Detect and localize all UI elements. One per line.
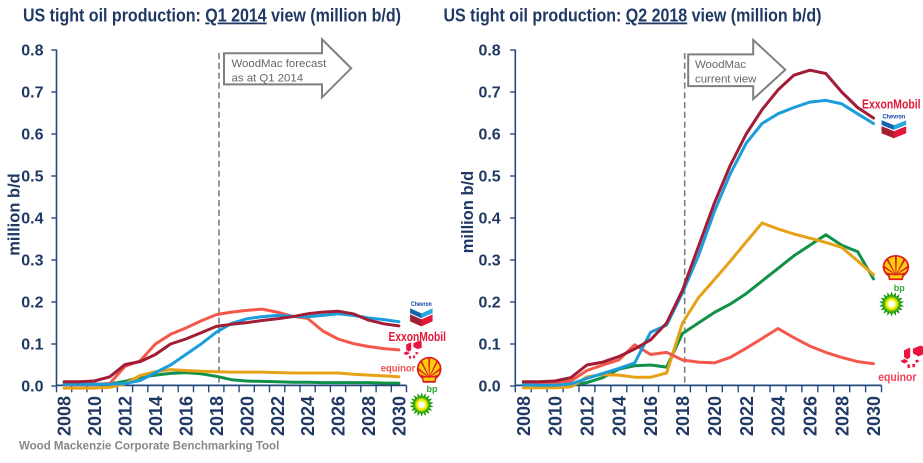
svg-text:ExxonMobil: ExxonMobil (862, 96, 921, 111)
svg-text:Chevron: Chevron (411, 301, 432, 308)
svg-text:2010: 2010 (85, 396, 105, 436)
svg-text:0.4: 0.4 (21, 211, 43, 228)
svg-text:WoodMac: WoodMac (695, 59, 746, 71)
svg-text:US tight oil production: Q2 20: US tight oil production: Q2 2018 view (m… (444, 6, 822, 26)
svg-text:US tight oil production: Q1 20: US tight oil production: Q1 2014 view (m… (23, 6, 401, 26)
svg-text:2030: 2030 (864, 396, 884, 436)
svg-text:0.8: 0.8 (478, 43, 500, 60)
svg-text:2016: 2016 (176, 396, 196, 436)
svg-text:2014: 2014 (609, 396, 629, 436)
svg-text:0.3: 0.3 (478, 253, 500, 270)
svg-text:2028: 2028 (832, 396, 852, 436)
svg-text:current view: current view (695, 74, 757, 86)
svg-text:2026: 2026 (801, 396, 821, 436)
svg-text:0.1: 0.1 (478, 337, 500, 354)
svg-text:0.8: 0.8 (21, 43, 43, 60)
svg-text:million b/d: million b/d (459, 171, 477, 254)
svg-text:equinor: equinor (878, 372, 917, 384)
svg-text:2010: 2010 (546, 396, 566, 436)
svg-text:Wood Mackenzie Corporate Bench: Wood Mackenzie Corporate Benchmarking To… (19, 441, 279, 453)
svg-text:equinor: equinor (381, 362, 416, 374)
svg-text:0.0: 0.0 (478, 379, 500, 396)
svg-text:2012: 2012 (578, 396, 598, 436)
svg-text:2014: 2014 (146, 396, 166, 436)
svg-text:0.0: 0.0 (21, 379, 43, 396)
svg-text:0.2: 0.2 (21, 295, 43, 312)
svg-text:2018: 2018 (207, 396, 227, 436)
svg-text:2018: 2018 (673, 396, 693, 436)
svg-text:2024: 2024 (298, 396, 318, 436)
svg-text:Chevron: Chevron (882, 113, 905, 120)
svg-text:as at Q1 2014: as at Q1 2014 (232, 73, 304, 85)
svg-text:0.2: 0.2 (478, 295, 500, 312)
svg-text:2008: 2008 (514, 396, 534, 436)
svg-text:WoodMac forecast: WoodMac forecast (232, 58, 328, 70)
svg-text:0.7: 0.7 (478, 85, 500, 102)
svg-text:0.3: 0.3 (21, 253, 43, 270)
svg-text:2028: 2028 (359, 396, 379, 436)
svg-text:2012: 2012 (116, 396, 136, 436)
svg-text:2030: 2030 (390, 396, 410, 436)
svg-text:0.6: 0.6 (21, 127, 43, 144)
svg-text:0.5: 0.5 (478, 169, 500, 186)
svg-text:0.5: 0.5 (21, 169, 43, 186)
svg-text:0.4: 0.4 (478, 211, 500, 228)
svg-text:2024: 2024 (769, 396, 789, 436)
svg-text:0.7: 0.7 (21, 85, 43, 102)
svg-text:2008: 2008 (55, 396, 75, 436)
svg-text:2016: 2016 (641, 396, 661, 436)
svg-text:2020: 2020 (705, 396, 725, 436)
svg-text:2022: 2022 (737, 396, 757, 436)
svg-text:2026: 2026 (329, 396, 349, 436)
svg-text:million b/d: million b/d (6, 173, 24, 256)
svg-text:bp: bp (427, 384, 438, 394)
svg-text:ExxonMobil: ExxonMobil (389, 329, 447, 344)
svg-text:bp: bp (894, 283, 905, 293)
svg-text:0.6: 0.6 (478, 127, 500, 144)
svg-text:0.1: 0.1 (21, 337, 43, 354)
svg-text:2022: 2022 (268, 396, 288, 436)
svg-text:2020: 2020 (237, 396, 257, 436)
